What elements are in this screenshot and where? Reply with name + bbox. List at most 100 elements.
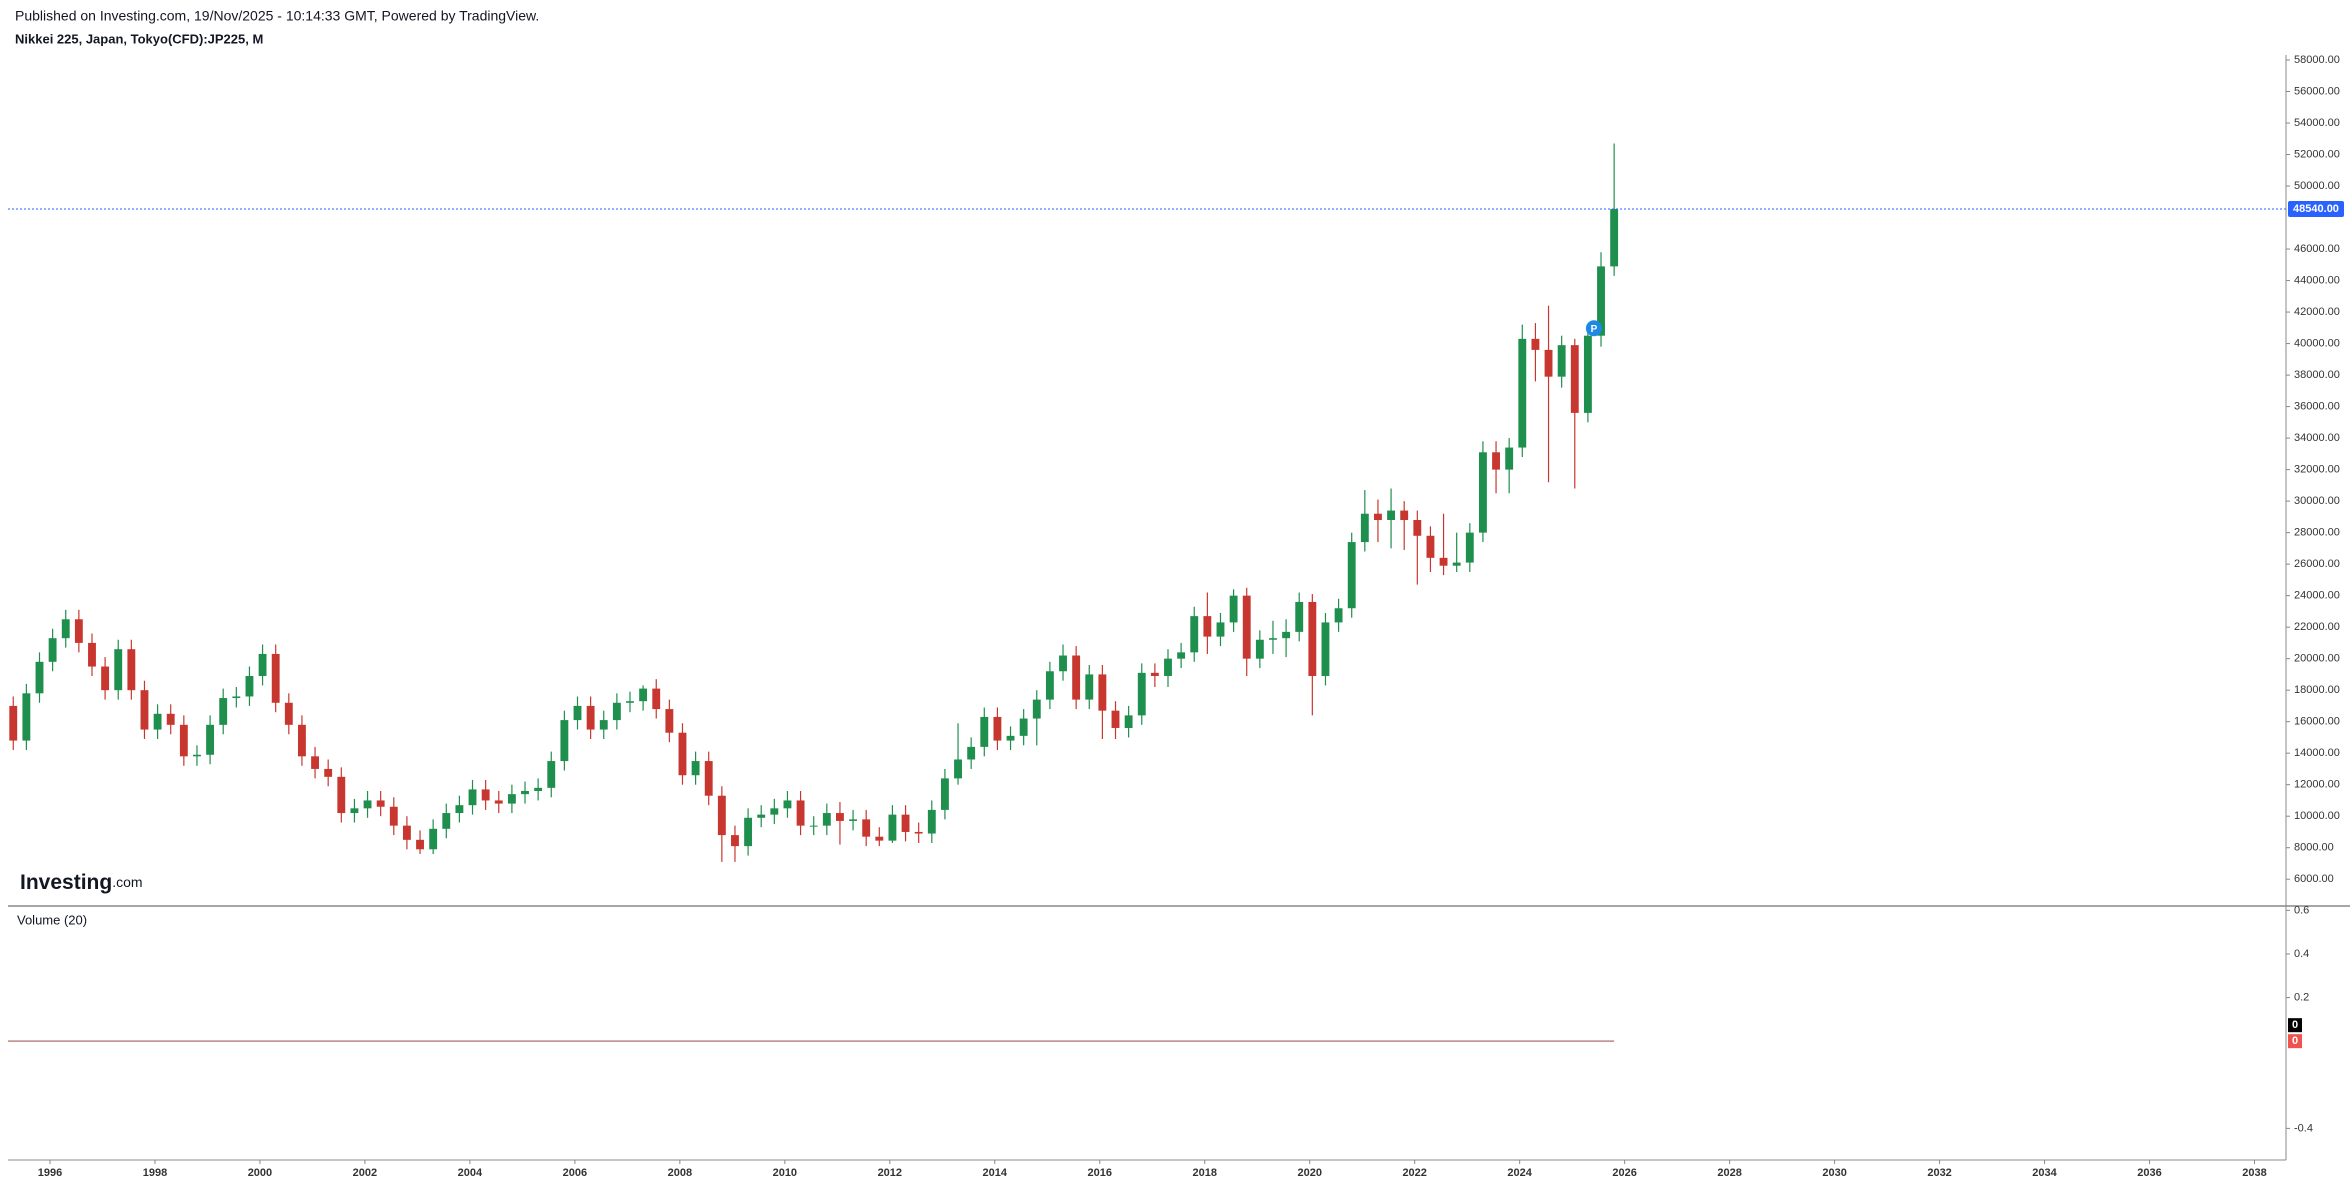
- x-tick-label: 2004: [458, 1167, 483, 1179]
- candle-body: [1150, 672, 1159, 676]
- candle-body: [324, 768, 333, 777]
- candle-body: [9, 705, 18, 741]
- candle-body: [954, 759, 962, 779]
- candle-body: [691, 761, 700, 776]
- candle-body: [494, 800, 503, 804]
- candle-body: [927, 809, 936, 834]
- y-tick-label: 36000.00: [2294, 400, 2340, 412]
- candle-body: [940, 778, 949, 810]
- y-tick-label: 10000.00: [2294, 810, 2340, 822]
- candle-body: [245, 675, 254, 697]
- candle-body: [1492, 452, 1500, 470]
- candle-body: [560, 720, 569, 762]
- candle-body: [402, 825, 411, 840]
- candle-body: [901, 814, 910, 832]
- x-tick-label: 2036: [2137, 1167, 2161, 1179]
- candle-body: [22, 693, 31, 741]
- price-label-box: [2288, 201, 2344, 218]
- candle-body: [1282, 631, 1291, 639]
- y-tick-label: 50000.00: [2294, 180, 2340, 192]
- x-tick-label: 2006: [563, 1167, 587, 1179]
- candle-body: [836, 813, 844, 821]
- candle-body: [416, 839, 424, 850]
- x-tick-label: 2010: [773, 1167, 797, 1179]
- candle-body: [1295, 601, 1304, 632]
- candle-body: [429, 828, 438, 850]
- last-value-box: [2288, 1018, 2302, 1033]
- candle-body: [849, 819, 858, 821]
- candle-body: [258, 653, 267, 676]
- x-tick-label: 2032: [1927, 1167, 1951, 1179]
- candle-body: [271, 653, 280, 703]
- y-tick-label: 42000.00: [2294, 306, 2340, 318]
- candle-body: [1531, 338, 1540, 350]
- candle-body: [311, 756, 319, 769]
- candle-body: [284, 702, 293, 725]
- y-tick-label: 14000.00: [2294, 747, 2340, 759]
- candle-body: [717, 795, 726, 836]
- y-tick-label: 28000.00: [2294, 527, 2340, 539]
- y-tick-label: 38000.00: [2294, 369, 2340, 381]
- y-tick-label: 0.6: [2294, 904, 2309, 916]
- candle-body: [626, 701, 634, 703]
- x-tick-label: 2014: [983, 1167, 1008, 1179]
- y-tick-label: 46000.00: [2294, 243, 2340, 255]
- x-tick-label: 2030: [1822, 1167, 1846, 1179]
- x-tick-label: 2012: [878, 1167, 902, 1179]
- last-value-label: 0: [2292, 1035, 2298, 1047]
- y-tick-label: 26000.00: [2294, 558, 2340, 570]
- x-tick-label: 2002: [353, 1167, 377, 1179]
- candle-body: [1334, 608, 1343, 623]
- candle-body: [1308, 601, 1317, 676]
- y-tick-label: 30000.00: [2294, 495, 2340, 507]
- candle-body: [652, 688, 661, 710]
- candle-body: [1059, 655, 1067, 672]
- candle-body: [796, 800, 805, 826]
- symbol-title: Nikkei 225, Japan, Tokyo(CFD):JP225, M: [15, 31, 263, 46]
- x-tick-label: 2008: [668, 1167, 692, 1179]
- candle-body: [993, 716, 1002, 741]
- y-tick-label: 34000.00: [2294, 432, 2340, 444]
- candle-body: [127, 649, 136, 691]
- candle-body: [206, 724, 215, 755]
- candle-body: [1360, 513, 1369, 543]
- x-tick-label: 2038: [2242, 1167, 2266, 1179]
- y-tick-label: 12000.00: [2294, 779, 2340, 791]
- candle-body: [1544, 349, 1553, 377]
- candle-body: [612, 702, 621, 721]
- candle-body: [678, 732, 687, 776]
- candle-body: [219, 698, 228, 725]
- candle-body: [704, 761, 713, 796]
- logo: Investing.com: [20, 871, 143, 894]
- candle-body: [1137, 672, 1146, 716]
- candle-body: [1072, 655, 1081, 700]
- candle-body: [1347, 542, 1356, 609]
- candle-body: [1413, 520, 1422, 536]
- y-tick-label: 6000.00: [2294, 873, 2334, 885]
- candle-body: [1505, 447, 1514, 470]
- candle-body: [547, 761, 556, 788]
- candle-body: [1164, 658, 1172, 676]
- y-tick-label: 16000.00: [2294, 716, 2340, 728]
- candle-body: [862, 819, 871, 837]
- y-tick-label: 20000.00: [2294, 653, 2340, 665]
- candle-body: [153, 713, 162, 730]
- candle-body: [468, 789, 477, 806]
- candle-body: [1321, 622, 1330, 676]
- x-tick-label: 2026: [1612, 1167, 1636, 1179]
- candle-body: [1400, 510, 1409, 521]
- x-tick-label: 2016: [1088, 1167, 1112, 1179]
- x-tick-label: 2018: [1192, 1167, 1216, 1179]
- candle-body: [179, 724, 188, 757]
- x-tick-label: 2020: [1297, 1167, 1321, 1179]
- candle-body: [888, 814, 897, 841]
- x-tick-label: 2034: [2032, 1167, 2057, 1179]
- x-tick-label: 2022: [1402, 1167, 1426, 1179]
- badge: [1585, 320, 1602, 337]
- candle-body: [573, 705, 582, 721]
- candle-body: [770, 808, 779, 815]
- candle-body: [1465, 532, 1474, 563]
- candle-body: [1374, 513, 1382, 521]
